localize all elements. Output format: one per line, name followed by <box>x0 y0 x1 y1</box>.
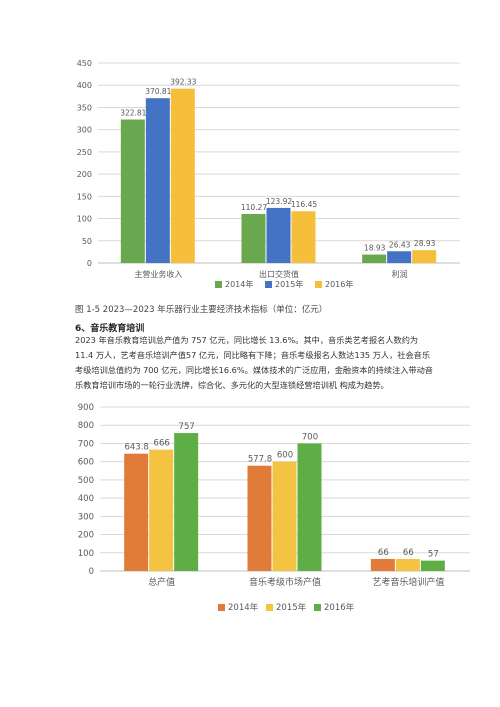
chart2-y-tick-label: 200 <box>78 531 94 541</box>
chart2-legend-label: 2015年 <box>276 602 307 613</box>
chart1-bar <box>362 254 387 263</box>
chart1-category-label: 主营业务收入 <box>134 269 182 279</box>
chart1-data-label: 322.81 <box>120 109 146 118</box>
chart2-bar <box>272 461 297 571</box>
chart-2: 0 100 200 300 400 500 600 700 800 900 643.8 666 757 总… <box>60 400 480 625</box>
chart1-bar <box>170 88 195 264</box>
chart1-legend-swatch <box>215 281 222 288</box>
chart2-y-tick-label: 900 <box>78 403 94 413</box>
chart2-bar <box>297 443 322 571</box>
chart1-bar <box>291 211 316 263</box>
chart2-y-tick-label: 0 <box>89 567 94 577</box>
chart1-bar <box>387 251 412 263</box>
chart2-data-label: 577.8 <box>248 455 272 465</box>
chart2-bar <box>247 465 272 571</box>
chart2-category-label: 音乐考级市场产值 <box>249 576 321 588</box>
chart1-y-tick-label: 150 <box>77 192 92 201</box>
chart2-data-label: 757 <box>179 422 195 432</box>
chart1-y-tick-label: 0 <box>87 259 92 268</box>
body-paragraph: 2023 年音乐教育培训总产值为 757 亿元，同比增长 13.6%。其中，音乐… <box>75 335 433 390</box>
chart1-bar <box>266 207 291 263</box>
chart1-y-tick-label: 250 <box>77 148 92 157</box>
chart1-data-label: 123.92 <box>266 197 292 206</box>
chart2-data-label: 57 <box>428 550 439 560</box>
chart2-legend-label: 2016年 <box>324 602 355 613</box>
chart1-category-label: 利润 <box>392 269 408 279</box>
chart2-y-tick-label: 800 <box>78 421 94 431</box>
chart2-bar <box>395 558 420 571</box>
chart1-legend-swatch <box>315 281 322 288</box>
chart2-bar <box>370 558 395 571</box>
chart1-data-label: 392.33 <box>170 78 196 87</box>
chart2-bar <box>420 560 445 571</box>
chart1-bar <box>412 250 437 263</box>
chart2-category-label: 总产值 <box>148 576 175 588</box>
chart2-y-tick-label: 300 <box>78 512 94 522</box>
chart2-legend-swatch <box>266 604 273 611</box>
chart1-bar <box>120 119 145 263</box>
chart1-legend-label: 2014年 <box>225 279 253 289</box>
chart-2-svg: 0 100 200 300 400 500 600 700 800 900 643.8 666 757 总… <box>78 403 470 613</box>
chart1-y-tick-label: 100 <box>77 215 92 224</box>
chart2-y-tick-label: 500 <box>78 476 94 486</box>
chart-1-svg: 0 50 100 150 200 250 300 350 400 450 322.81 370.813… <box>77 59 460 289</box>
chart2-bar <box>149 449 174 571</box>
figure-caption: 图 1-5 2023—2023 年乐器行业主要经济技术指标（单位：亿元） <box>75 305 328 315</box>
chart2-bar <box>174 433 199 571</box>
chart1-data-label: 18.93 <box>364 244 386 253</box>
section-title: 6、音乐教育培训 <box>75 324 145 334</box>
chart2-y-tick-label: 600 <box>78 458 94 468</box>
chart2-y-tick-label: 100 <box>78 549 94 559</box>
chart1-data-label: 110.27 <box>241 203 267 212</box>
chart2-y-tick-label: 700 <box>78 439 94 449</box>
chart1-category-label: 出口交货值 <box>259 269 299 279</box>
chart1-y-tick-label: 300 <box>77 126 92 135</box>
chart2-legend-swatch <box>218 604 225 611</box>
chart1-data-label: 28.93 <box>414 239 436 248</box>
chart2-y-tick-label: 400 <box>78 494 94 504</box>
chart2-data-label: 700 <box>302 432 318 442</box>
chart2-bar <box>124 453 149 571</box>
chart1-y-tick-label: 400 <box>77 81 92 90</box>
chart1-legend-swatch <box>265 281 272 288</box>
chart1-data-label: 370.81 <box>145 87 171 96</box>
chart-1: 0 50 100 150 200 250 300 350 400 450 322.81 370.81 3… <box>60 50 460 295</box>
chart2-category-label: 艺考音乐培训产值 <box>372 576 444 588</box>
chart2-data-label: 66 <box>403 548 414 558</box>
chart1-y-tick-label: 350 <box>77 103 92 112</box>
chart1-bar <box>241 213 266 263</box>
chart2-data-label: 666 <box>154 439 170 449</box>
chart2-data-label: 66 <box>378 548 389 558</box>
chart1-data-label: 26.43 <box>389 240 411 249</box>
chart2-legend-swatch <box>314 604 321 611</box>
chart1-data-label: 116.45 <box>291 200 317 209</box>
chart1-bar <box>145 98 170 263</box>
chart2-data-label: 643.8 <box>124 443 148 453</box>
chart1-y-tick-label: 200 <box>77 170 92 179</box>
chart2-data-label: 600 <box>277 451 293 461</box>
chart2-legend-label: 2014年 <box>228 602 259 613</box>
chart1-y-tick-label: 450 <box>77 59 92 68</box>
chart1-legend-label: 2015年 <box>275 279 303 289</box>
chart1-y-tick-label: 50 <box>82 237 92 246</box>
chart1-legend-label: 2016年 <box>325 279 353 289</box>
